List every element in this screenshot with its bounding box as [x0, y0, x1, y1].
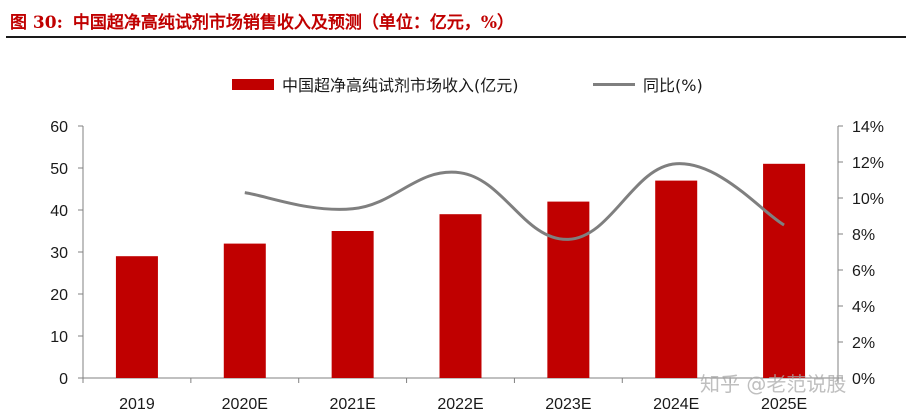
x-tick-label: 2025E [761, 396, 807, 413]
bar-2020E [223, 243, 266, 378]
x-tick-label: 2022E [437, 396, 483, 413]
yoy-line [244, 162, 785, 241]
title-bar: 图 30: 中国超净高纯试剂市场销售收入及预测（单位：亿元，%） [6, 4, 906, 38]
y-left-tick-label: 40 [50, 203, 68, 220]
bar-2019 [115, 256, 158, 378]
y-right-tick-label: 4% [852, 299, 875, 316]
y-right-tick-label: 2% [852, 335, 875, 352]
x-tick-label: 2021E [330, 396, 376, 413]
legend-line-label: 同比(%) [643, 76, 703, 95]
y-left-tick-label: 10 [50, 329, 68, 346]
x-tick-label: 2023E [545, 396, 591, 413]
bar-2023E [547, 201, 590, 378]
legend-bar-label: 中国超净高纯试剂市场收入(亿元) [282, 76, 519, 95]
y-left-tick-label: 50 [50, 161, 68, 178]
yoy-line-path [244, 162, 785, 241]
legend-bar-swatch [232, 79, 274, 90]
legend: 中国超净高纯试剂市场收入(亿元) 同比(%) [232, 76, 703, 95]
y-right-tick-label: 10% [852, 191, 884, 208]
bars [115, 163, 806, 378]
chart-title: 图 30: 中国超净高纯试剂市场销售收入及预测（单位：亿元，%） [10, 8, 514, 33]
y-left-tick-label: 20 [50, 287, 68, 304]
y-right-tick-label: 14% [852, 119, 884, 136]
y-right-tick-label: 12% [852, 155, 884, 172]
y-right-tick-label: 6% [852, 263, 875, 280]
x-tick-label: 2024E [653, 396, 699, 413]
axes: 0 10 20 30 40 50 60 0% 2% 4% 6% 8% 10% 12% 14% 2019 2020… [50, 119, 884, 413]
bar-2021E [331, 231, 374, 378]
figure-label: 图 30: [10, 13, 63, 33]
x-tick-label: 2019 [119, 396, 155, 413]
y-left-tick-label: 30 [50, 245, 68, 262]
y-right-tick-label: 0% [852, 371, 875, 388]
y-left-tick-label: 60 [50, 119, 68, 136]
bar-2024E [655, 180, 698, 378]
bar-2025E [763, 163, 806, 378]
watermark: 知乎 @老范说股 [700, 372, 847, 396]
x-tick-label: 2020E [222, 396, 268, 413]
y-left-tick-label: 0 [59, 371, 68, 388]
title-main: 中国超净高纯试剂市场销售收入及预测（单位：亿元，%） [72, 13, 515, 33]
y-right-tick-label: 8% [852, 227, 875, 244]
bar-2022E [439, 214, 482, 378]
